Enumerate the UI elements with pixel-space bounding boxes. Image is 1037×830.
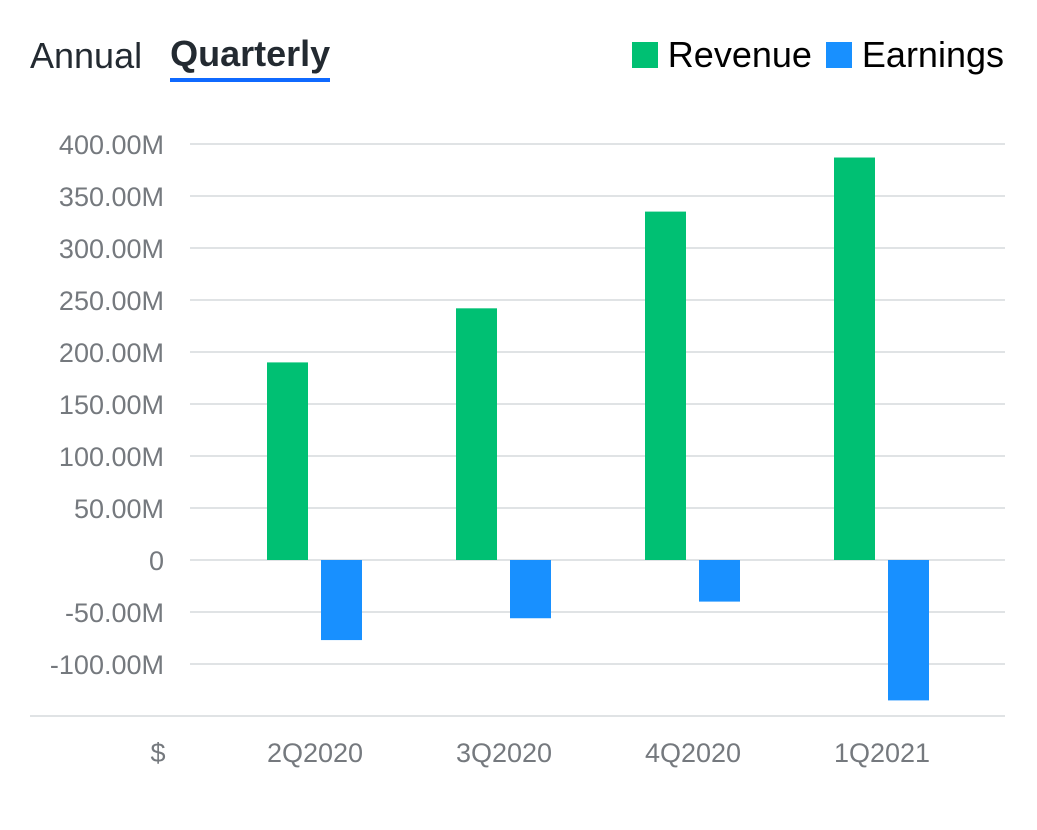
y-tick-label: 350.00M bbox=[59, 182, 164, 212]
y-tick-label: 400.00M bbox=[59, 130, 164, 160]
tab-quarterly[interactable]: Quarterly bbox=[170, 30, 331, 82]
unit-label: $ bbox=[150, 738, 165, 768]
legend-swatch-earnings bbox=[825, 42, 852, 68]
y-tick-label: 100.00M bbox=[59, 442, 164, 472]
y-tick-label: 50.00M bbox=[74, 494, 164, 524]
y-tick-label: 300.00M bbox=[59, 234, 164, 264]
x-tick-label: 4Q2020 bbox=[645, 738, 741, 768]
bar-earnings-1Q2021 bbox=[888, 560, 929, 701]
legend-swatch-revenue bbox=[631, 42, 658, 68]
x-tick-label: 3Q2020 bbox=[456, 738, 552, 768]
y-tick-label: 200.00M bbox=[59, 338, 164, 368]
legend-item-revenue[interactable]: Revenue bbox=[631, 34, 812, 76]
legend-item-earnings[interactable]: Earnings bbox=[825, 34, 1004, 76]
y-tick-label: -100.00M bbox=[50, 650, 164, 680]
bar-earnings-4Q2020 bbox=[699, 560, 740, 602]
y-tick-label: 0 bbox=[149, 546, 164, 576]
legend-label-revenue: Revenue bbox=[667, 34, 812, 75]
bar-revenue-4Q2020 bbox=[645, 211, 686, 560]
bar-revenue-3Q2020 bbox=[456, 308, 497, 560]
x-tick-label: 2Q2020 bbox=[267, 738, 363, 768]
y-tick-label: -50.00M bbox=[65, 598, 164, 628]
tab-annual[interactable]: Annual bbox=[30, 35, 143, 76]
y-tick-label: 150.00M bbox=[59, 390, 164, 420]
period-tabs: Annual Quarterly bbox=[30, 30, 331, 82]
bar-revenue-1Q2021 bbox=[834, 157, 875, 560]
x-tick-label: 1Q2021 bbox=[834, 738, 930, 768]
y-tick-label: 250.00M bbox=[59, 286, 164, 316]
bar-earnings-3Q2020 bbox=[510, 560, 551, 619]
bar-revenue-2Q2020 bbox=[267, 362, 308, 560]
chart-legend: Revenue Earnings bbox=[618, 34, 1004, 76]
legend-label-earnings: Earnings bbox=[861, 34, 1004, 75]
bar-earnings-2Q2020 bbox=[321, 560, 362, 641]
